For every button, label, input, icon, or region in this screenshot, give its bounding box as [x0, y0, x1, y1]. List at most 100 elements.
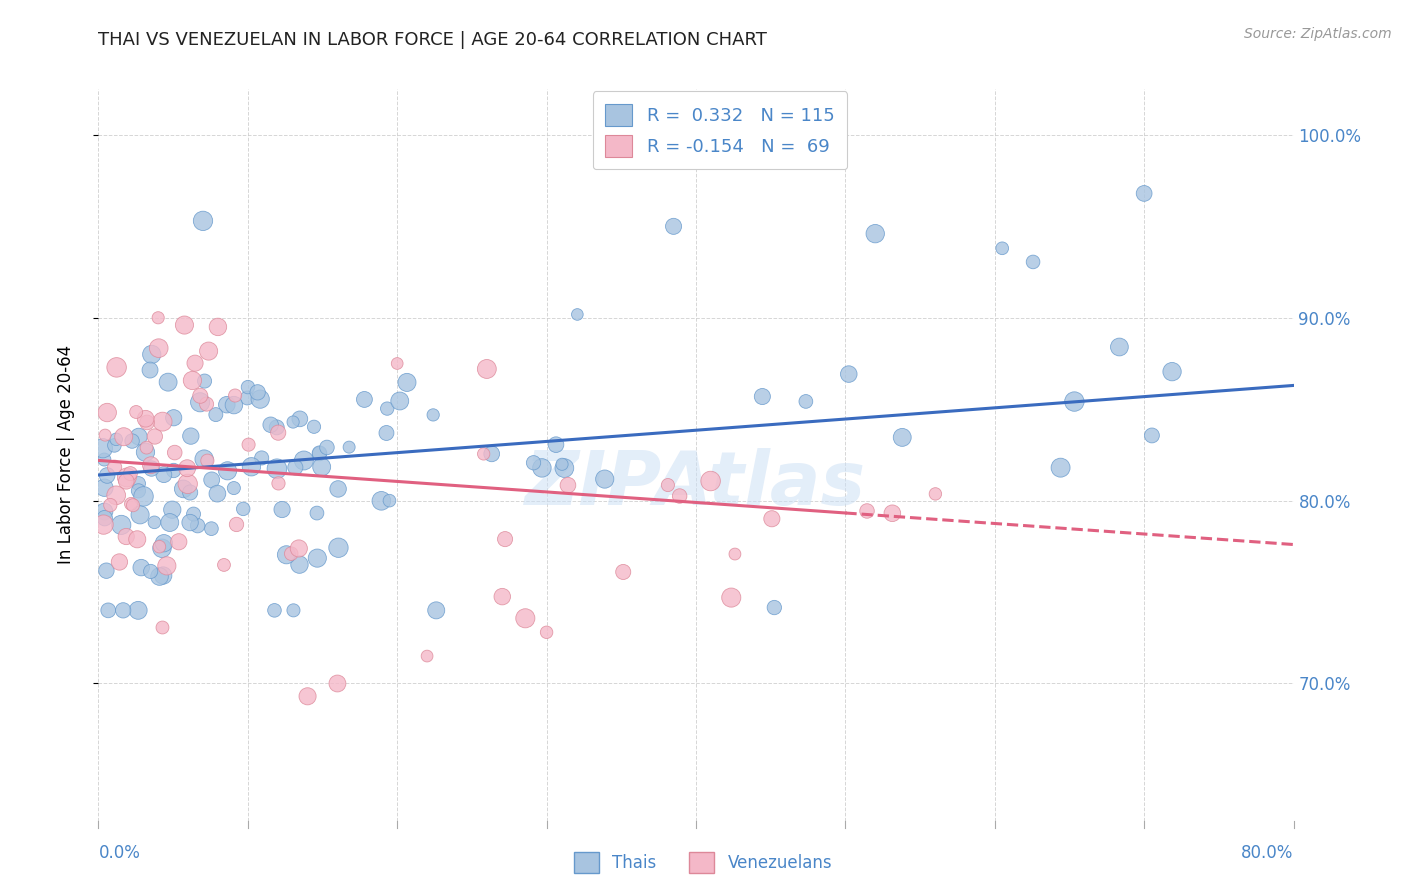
Text: 0.0%: 0.0%	[98, 845, 141, 863]
Point	[838, 367, 860, 381]
Point	[284, 460, 307, 475]
Point	[148, 341, 170, 355]
Point	[530, 461, 553, 475]
Point	[240, 459, 263, 474]
Point	[115, 529, 138, 543]
Point	[1133, 186, 1156, 201]
Point	[127, 483, 149, 498]
Point	[93, 481, 115, 495]
Point	[93, 517, 115, 532]
Point	[188, 395, 211, 409]
Point	[266, 461, 288, 475]
Point	[593, 472, 616, 486]
Point	[378, 493, 401, 508]
Point	[127, 533, 149, 547]
Point	[567, 308, 589, 322]
Point	[136, 416, 159, 430]
Point	[271, 502, 294, 516]
Point	[179, 516, 201, 530]
Point	[173, 318, 195, 332]
Point	[991, 241, 1014, 255]
Point	[699, 474, 721, 488]
Point	[159, 516, 181, 530]
Point	[263, 603, 285, 617]
Point	[1140, 428, 1163, 442]
Point	[152, 568, 174, 582]
Point	[96, 564, 118, 578]
Point	[292, 453, 315, 467]
Point	[97, 603, 120, 617]
Point	[156, 558, 179, 573]
Point	[193, 452, 215, 467]
Point	[128, 429, 150, 443]
Point	[882, 506, 904, 520]
Point	[1022, 255, 1045, 269]
Point	[311, 459, 333, 474]
Point	[657, 478, 679, 492]
Point	[177, 476, 200, 491]
Point	[172, 482, 194, 496]
Point	[553, 461, 575, 475]
Point	[385, 356, 409, 371]
Point	[163, 410, 186, 425]
Point	[225, 517, 247, 532]
Point	[157, 375, 180, 389]
Point	[120, 497, 142, 511]
Point	[163, 463, 186, 477]
Point	[724, 547, 747, 561]
Text: THAI VS VENEZUELAN IN LABOR FORCE | AGE 20-64 CORRELATION CHART: THAI VS VENEZUELAN IN LABOR FORCE | AGE …	[98, 31, 768, 49]
Point	[129, 560, 152, 574]
Point	[475, 362, 498, 376]
Point	[167, 534, 190, 549]
Point	[720, 591, 742, 605]
Point	[416, 649, 439, 664]
Point	[236, 391, 259, 405]
Point	[162, 502, 184, 516]
Point	[207, 319, 229, 334]
Point	[94, 428, 117, 442]
Point	[184, 356, 207, 370]
Legend: Thais, Venezuelans: Thais, Venezuelans	[567, 846, 839, 880]
Point	[224, 388, 246, 402]
Point	[751, 390, 773, 404]
Point	[134, 445, 156, 459]
Point	[93, 452, 115, 467]
Point	[127, 603, 149, 617]
Point	[93, 504, 115, 518]
Point	[120, 467, 142, 481]
Point	[143, 516, 166, 530]
Point	[110, 517, 132, 532]
Point	[305, 506, 328, 520]
Point	[93, 511, 115, 525]
Point	[763, 600, 786, 615]
Point	[491, 590, 513, 604]
Point	[1049, 460, 1071, 475]
Point	[104, 460, 127, 475]
Point	[260, 417, 283, 432]
Point	[481, 447, 503, 461]
Point	[148, 540, 170, 554]
Point	[153, 536, 176, 550]
Point	[135, 411, 157, 425]
Point	[761, 512, 783, 526]
Point	[179, 485, 201, 500]
Point	[96, 468, 118, 483]
Point	[187, 518, 209, 533]
Point	[662, 219, 685, 234]
Point	[865, 227, 887, 241]
Point	[205, 408, 228, 422]
Point	[148, 310, 170, 325]
Point	[612, 565, 634, 579]
Point	[794, 394, 817, 409]
Point	[375, 401, 398, 416]
Text: 80.0%: 80.0%	[1241, 845, 1294, 863]
Point	[105, 360, 128, 375]
Point	[96, 405, 118, 419]
Point	[388, 394, 411, 409]
Point	[551, 457, 574, 471]
Point	[232, 502, 254, 516]
Point	[191, 214, 214, 228]
Point	[326, 482, 349, 496]
Point	[302, 419, 325, 434]
Point	[105, 488, 128, 502]
